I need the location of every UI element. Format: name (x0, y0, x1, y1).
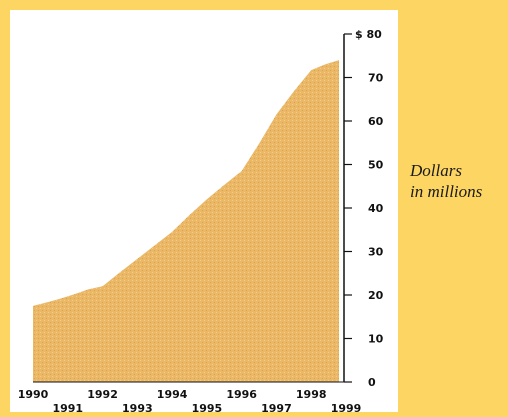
x-tick-label: 1993 (122, 402, 153, 412)
unit-label-line-1: Dollars (410, 161, 462, 180)
x-tick-label: 1992 (87, 388, 118, 401)
x-tick-label: 1997 (261, 402, 292, 412)
y-tick-label: 40 (368, 202, 384, 215)
y-tick-label: 0 (368, 376, 376, 389)
unit-label-line-2: in millions (410, 182, 483, 201)
y-tick-label: 10 (368, 333, 384, 346)
x-tick-label: 1990 (18, 388, 49, 401)
y-tick-label: $ 80 (355, 28, 382, 41)
y-tick-label: 50 (368, 159, 384, 172)
chart-panel: 0 10 20 30 40 50 60 70 $ 80 1990 1992 1994 1996 1998 1… (10, 10, 398, 412)
x-tick-label: 1995 (192, 402, 223, 412)
y-tick-label: 20 (368, 289, 384, 302)
y-tick-label: 30 (368, 246, 384, 259)
x-tick-label: 1999 (331, 402, 362, 412)
x-tick-label: 1994 (157, 388, 188, 401)
y-tick-label: 60 (368, 115, 384, 128)
area-chart: 0 10 20 30 40 50 60 70 $ 80 1990 1992 1994 1996 1998 1… (18, 28, 384, 412)
x-tick-label: 1991 (52, 402, 83, 412)
data-area (33, 60, 339, 382)
x-tick-label: 1996 (226, 388, 257, 401)
x-tick-label: 1998 (296, 388, 327, 401)
y-tick-label: 70 (368, 72, 384, 85)
y-axis-unit-label: Dollars in millions (410, 160, 506, 202)
